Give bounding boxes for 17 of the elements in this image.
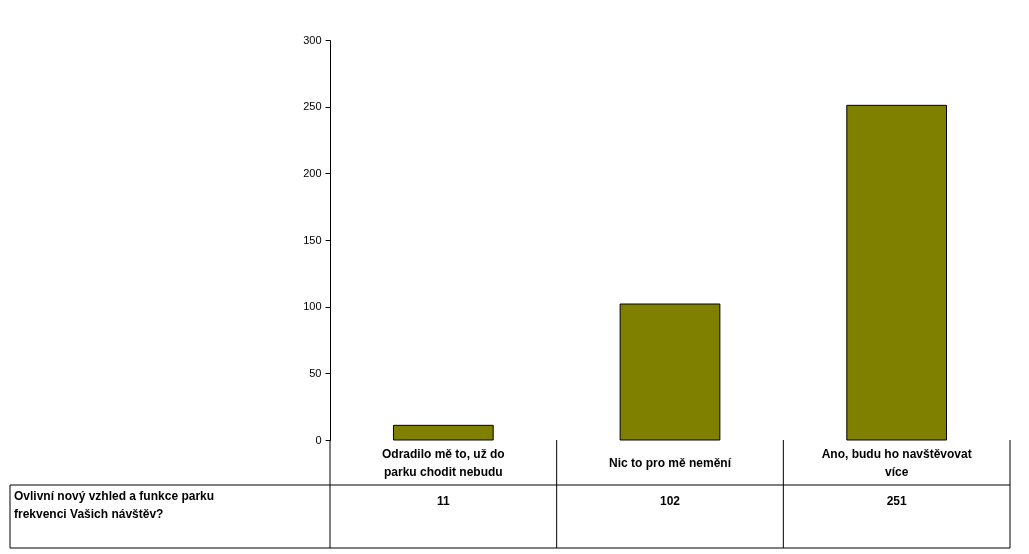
- y-tick-label: 300: [303, 33, 322, 46]
- y-tick-label: 100: [303, 300, 322, 313]
- y-tick-label: 0: [315, 433, 322, 446]
- bar: [619, 303, 721, 441]
- y-tick-label: 150: [303, 233, 322, 246]
- text: Ovlivní nový vzhled a funkce parku frekvenci Vašich návštěv?: [14, 489, 215, 521]
- y-tick-label: 250: [303, 100, 322, 113]
- bar: [392, 424, 494, 441]
- data-label: 102: [659, 494, 681, 508]
- x-tick-label: Nic to pro mě nemění: [608, 455, 732, 470]
- bar: [846, 104, 948, 441]
- x-tick-label: Ano, budu ho navštěvovat více: [821, 446, 972, 479]
- x-tick-label: Odradilo mě to, už do parku chodit nebudu: [382, 446, 505, 479]
- data-label: 11: [436, 494, 450, 508]
- y-tick-label: 50: [309, 366, 322, 379]
- data-label: 251: [886, 494, 907, 508]
- y-tick-label: 200: [303, 166, 322, 179]
